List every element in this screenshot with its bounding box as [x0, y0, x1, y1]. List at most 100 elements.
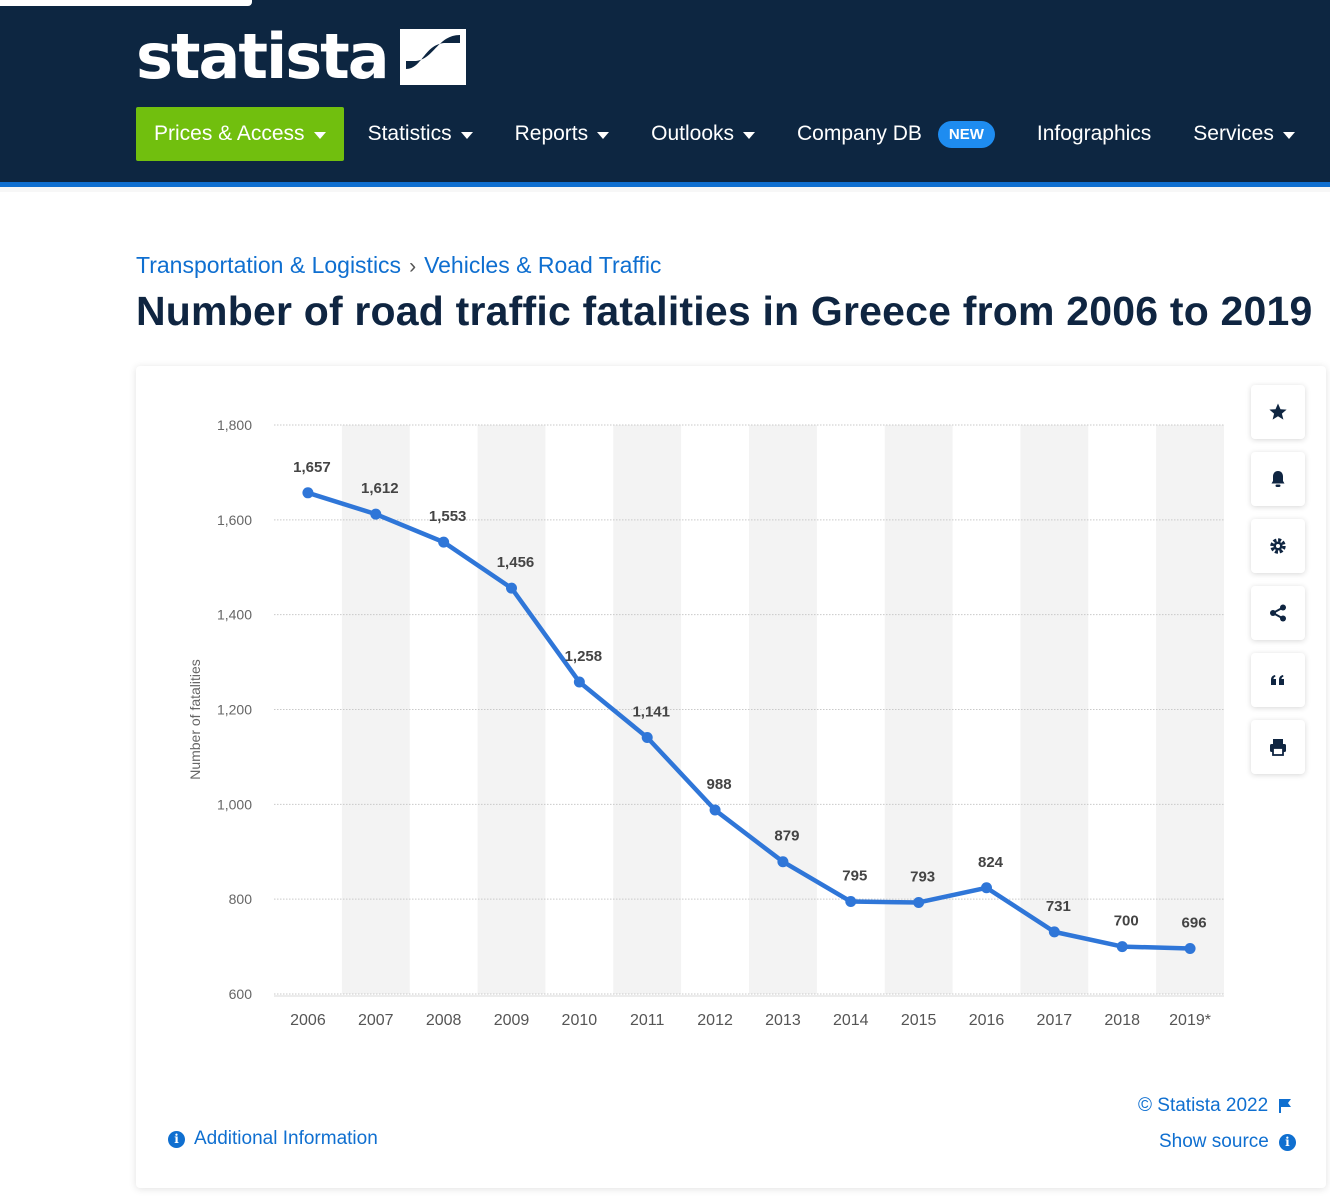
show-source-label: Show source [1159, 1131, 1269, 1152]
x-tick-label: 2011 [630, 1012, 665, 1029]
favorite-button[interactable] [1251, 385, 1305, 439]
series-line [305, 490, 1193, 951]
nav-label: Reports [514, 122, 589, 145]
line-chart: 600 800 1,000 1,200 1,400 1,600 1,800 Number of… [187, 417, 1224, 1029]
nav-label: Company DB [797, 122, 922, 145]
data-label: 696 [1182, 914, 1207, 931]
x-tick-label: 2007 [358, 1012, 394, 1029]
nav-company-db[interactable]: Company DB NEW [797, 107, 995, 161]
cite-button[interactable] [1251, 653, 1305, 707]
chevron-down-icon [1282, 131, 1295, 139]
additional-information-link[interactable]: i Additional Information [168, 1128, 378, 1150]
chevron-down-icon [313, 131, 326, 139]
data-point [641, 731, 653, 743]
share-button[interactable] [1251, 586, 1305, 640]
data-label: 879 [774, 828, 799, 845]
print-button[interactable] [1251, 720, 1305, 774]
main-nav: Prices & Access Statistics Reports Outlo… [136, 107, 1330, 161]
y-tick-label: 1,600 [217, 512, 252, 528]
settings-button[interactable] [1251, 519, 1305, 573]
nav-label: Statistics [367, 122, 452, 145]
share-icon [1270, 604, 1286, 622]
x-tick-label: 2017 [1037, 1012, 1073, 1029]
y-tick-label: 1,200 [217, 702, 252, 718]
x-tick-label: 2019* [1169, 1012, 1211, 1029]
logo-mark-icon [399, 29, 466, 85]
x-tick-label: 2014 [833, 1012, 869, 1029]
data-point [302, 487, 314, 499]
data-point [1116, 941, 1128, 953]
x-tick-label: 2006 [290, 1012, 326, 1029]
data-label: 988 [707, 776, 732, 793]
page-title: Number of road traffic fatalities in Gre… [136, 288, 1313, 334]
data-label: 1,612 [361, 480, 399, 497]
x-tick-label: 2008 [426, 1012, 462, 1029]
info-icon: i [168, 1130, 185, 1148]
bell-icon [1271, 471, 1285, 487]
data-label: 793 [910, 868, 935, 885]
chevron-down-icon [460, 131, 473, 139]
quote-icon [1271, 675, 1284, 685]
nav-label: Infographics [1036, 122, 1152, 145]
data-label: 824 [978, 854, 1004, 871]
additional-information-label: Additional Information [194, 1128, 378, 1149]
y-tick-label: 1,000 [217, 796, 252, 812]
y-tick-label: 1,400 [217, 607, 252, 623]
nav-prices-access[interactable]: Prices & Access [136, 107, 344, 161]
data-point [845, 896, 857, 908]
data-label: 1,258 [565, 648, 603, 665]
new-badge: NEW [937, 120, 995, 148]
browser-tab-stub [0, 0, 252, 6]
data-label: 1,141 [632, 703, 670, 720]
logo-text: statista [136, 20, 390, 93]
statista-logo[interactable]: statista [136, 24, 466, 90]
x-tick-label: 2013 [765, 1012, 801, 1029]
info-icon: i [1278, 1133, 1296, 1151]
chevron-down-icon [743, 131, 755, 139]
star-icon [1269, 403, 1287, 420]
nav-infographics[interactable]: Infographics [1037, 107, 1151, 161]
breadcrumb-parent-link[interactable]: Transportation & Logistics [136, 252, 402, 278]
data-label: 1,657 [293, 459, 331, 476]
copyright-label: © Statista 2022 [1138, 1095, 1269, 1116]
flag-icon [1279, 1099, 1292, 1113]
data-point [506, 582, 517, 594]
data-point [981, 882, 992, 894]
x-tick-label: 2012 [697, 1012, 733, 1029]
breadcrumb: Transportation & Logistics › Vehicles & Ro… [136, 252, 661, 279]
chevron-down-icon [597, 131, 610, 139]
data-label: 1,456 [497, 554, 535, 571]
data-point [438, 536, 450, 548]
data-point [777, 856, 789, 868]
data-point [1184, 942, 1196, 954]
x-tick-label: 2010 [562, 1012, 598, 1029]
nav-statistics[interactable]: Statistics [368, 107, 473, 161]
notification-button[interactable] [1251, 452, 1305, 506]
nav-outlooks[interactable]: Outlooks [651, 107, 755, 161]
data-point [709, 804, 721, 816]
chart-toolbar [1251, 385, 1305, 787]
data-label: 700 [1114, 913, 1139, 930]
y-tick-label: 600 [229, 986, 253, 1002]
top-navigation-bar: statista Prices & Access Statistics Repo… [0, 0, 1330, 187]
data-label: 795 [842, 868, 867, 885]
nav-services[interactable]: Services [1193, 107, 1295, 161]
y-axis-title: Number of fatalities [187, 659, 203, 780]
data-point [1048, 926, 1060, 938]
column-band [884, 425, 953, 994]
nav-reports[interactable]: Reports [515, 107, 610, 161]
x-tick-label: 2018 [1104, 1012, 1140, 1029]
nav-label: Prices & Access [154, 122, 305, 145]
show-source-link[interactable]: Show source i [1159, 1131, 1296, 1153]
x-tick-label: 2016 [969, 1012, 1005, 1029]
x-tick-label: 2009 [494, 1012, 530, 1029]
data-label: 1,553 [429, 508, 467, 525]
gear-icon [1270, 538, 1286, 554]
y-tick-label: 1,800 [217, 417, 252, 433]
data-point [370, 508, 382, 520]
y-tick-label: 800 [229, 891, 253, 907]
data-point [913, 896, 925, 908]
breadcrumb-separator: › [409, 255, 417, 278]
copyright-link[interactable]: © Statista 2022 [1138, 1095, 1292, 1117]
breadcrumb-current-link[interactable]: Vehicles & Road Traffic [424, 252, 662, 278]
